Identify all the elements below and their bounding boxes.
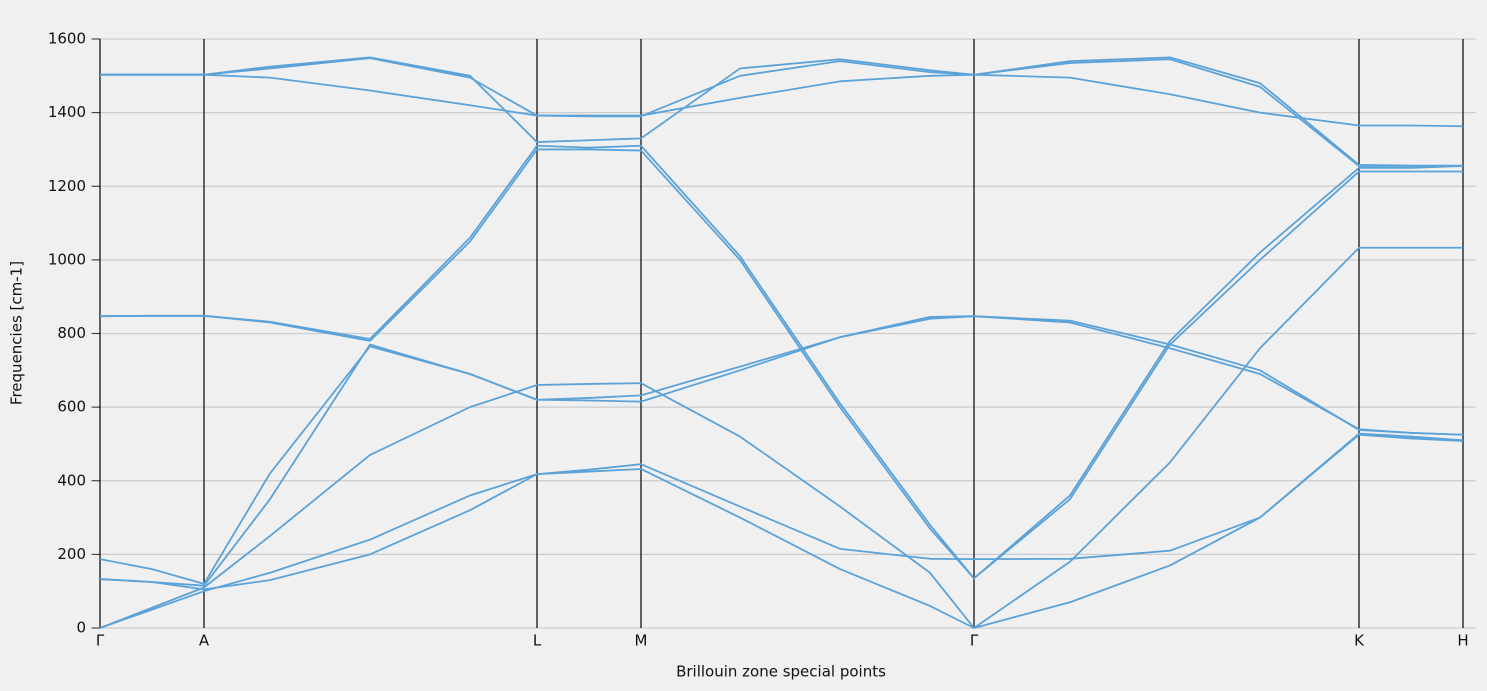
y-axis-label: Frequencies [cm-1]: [8, 261, 26, 405]
band-line: [99, 144, 1464, 580]
band-line: [99, 432, 1464, 591]
y-tick-label: 1600: [48, 30, 86, 48]
y-tick-label: 0: [76, 619, 86, 637]
band-line: [99, 433, 1464, 629]
x-tick-label: M: [635, 632, 648, 650]
y-tick-label: 400: [57, 471, 86, 489]
band-line: [100, 73, 1464, 128]
x-tick-label: Γ: [970, 632, 979, 650]
y-tick-label: 600: [57, 398, 86, 416]
y-tick-label: 1400: [48, 103, 86, 121]
x-tick-label: A: [199, 632, 210, 650]
band-line: [100, 57, 1463, 167]
x-tick-label: H: [1457, 632, 1468, 650]
x-tick-label: L: [533, 632, 542, 650]
y-tick-label: 1200: [48, 177, 86, 195]
band-line: [100, 56, 1463, 167]
y-tick-label: 1000: [48, 250, 86, 268]
band-line: [99, 315, 1464, 585]
band-line: [99, 148, 1463, 580]
x-axis-label: Brillouin zone special points: [676, 663, 886, 681]
y-tick-label: 800: [57, 324, 86, 342]
x-tick-label: Γ: [96, 632, 105, 650]
band-line: [99, 315, 1464, 587]
y-tick-label: 200: [57, 545, 86, 563]
band-line: [99, 246, 1463, 629]
x-tick-label: K: [1354, 632, 1365, 650]
